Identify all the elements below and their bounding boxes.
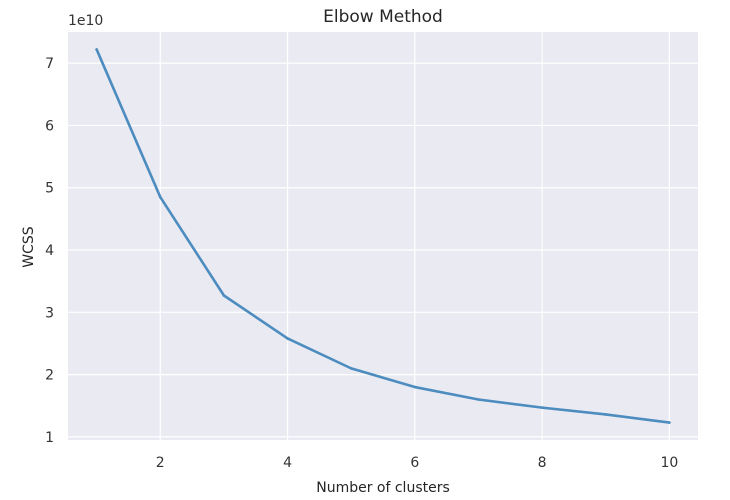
x-gridlines: [159, 32, 670, 440]
data-point: [477, 398, 480, 401]
y-tick-label: 1: [45, 430, 54, 446]
data-point: [286, 337, 289, 340]
data-point: [540, 406, 544, 409]
data-point: [668, 421, 671, 424]
x-tick-label: 4: [283, 455, 292, 471]
data-point: [413, 385, 417, 389]
y-axis-label: WCSS: [21, 226, 37, 268]
data-point: [349, 367, 353, 370]
data-point: [158, 195, 162, 199]
y-gridlines: [68, 62, 698, 438]
plot-area: [68, 32, 698, 440]
x-tick-label: 10: [660, 455, 678, 471]
wcss-line: [95, 48, 671, 424]
y-tick-label: 3: [45, 305, 54, 321]
y-tick-label: 6: [45, 118, 54, 134]
series-layer: [95, 48, 671, 424]
y-tick-labels: 1 2 3 4 5 6 7: [45, 56, 54, 446]
y-tick-label: 5: [45, 181, 54, 197]
x-tick-label: 6: [410, 455, 419, 471]
data-point: [604, 413, 608, 416]
y-offset-label: 1e10: [68, 13, 103, 29]
x-tick-label: 8: [538, 455, 547, 471]
y-tick-label: 4: [45, 243, 54, 259]
data-point: [222, 294, 226, 297]
data-point: [95, 48, 98, 51]
y-tick-label: 7: [45, 56, 54, 72]
chart-title: Elbow Method: [323, 7, 443, 27]
x-tick-label: 2: [156, 455, 165, 471]
y-tick-label: 2: [45, 368, 54, 384]
x-tick-labels: 2 4 6 8 10: [156, 455, 678, 471]
x-axis-label: Number of clusters: [316, 480, 450, 496]
